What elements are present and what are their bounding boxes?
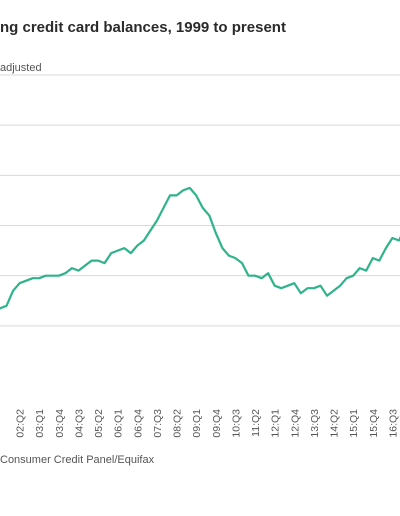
x-tick-label: 14:Q2 [329,409,341,438]
x-tick-label: 06:Q4 [132,409,144,438]
series-line [0,186,400,310]
x-tick-label: 13:Q3 [309,409,321,438]
x-tick-label: 07:Q3 [152,409,164,438]
x-tick-label: 03:Q4 [54,409,66,438]
source-note: Consumer Credit Panel/Equifax [0,454,155,466]
chart-subtitle: adjusted [0,62,42,74]
x-tick-label: 06:Q1 [113,409,125,438]
x-tick-label: 04:Q3 [74,409,86,438]
x-tick-label: 05:Q2 [93,409,105,438]
x-tick-label: 12:Q1 [270,409,282,438]
x-tick-label: 15:Q1 [348,409,360,438]
x-tick-label: 15:Q4 [368,409,380,438]
x-tick-label: 02:Q2 [15,409,27,438]
x-tick-label: 11:Q2 [250,409,262,437]
x-tick-label: 03:Q1 [34,409,46,438]
x-tick-label: 10:Q3 [230,409,242,438]
chart-title: ng credit card balances, 1999 to present [0,19,286,36]
x-tick-label: 08:Q2 [172,409,184,438]
gridlines [0,74,400,327]
x-tick-label: 09:Q4 [211,409,223,438]
x-axis-ticks: 02:Q2 03:Q1 03:Q4 04:Q3 05:Q2 06:Q1 06:Q4 07:Q3… [15,409,400,438]
x-tick-label: 16:Q3 [387,409,399,438]
x-tick-label: 12:Q4 [289,409,301,438]
x-tick-label: 09:Q1 [191,409,203,438]
